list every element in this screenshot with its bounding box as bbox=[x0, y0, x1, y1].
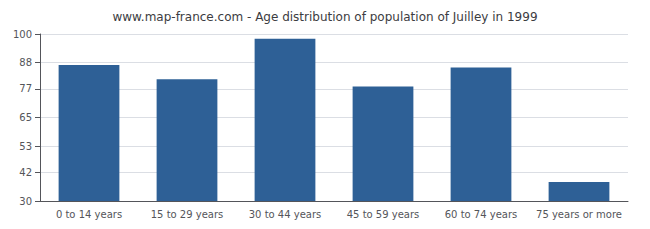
svg-text:88: 88 bbox=[19, 57, 32, 68]
svg-text:0 to 14 years: 0 to 14 years bbox=[56, 209, 122, 220]
svg-text:100: 100 bbox=[13, 29, 32, 40]
svg-text:30 to 44 years: 30 to 44 years bbox=[249, 209, 322, 220]
svg-text:www.map-france.com - Age distr: www.map-france.com - Age distribution of… bbox=[112, 10, 537, 24]
svg-text:15 to 29 years: 15 to 29 years bbox=[151, 209, 224, 220]
svg-text:53: 53 bbox=[19, 141, 32, 152]
svg-text:60 to 74 years: 60 to 74 years bbox=[445, 209, 518, 220]
svg-text:30: 30 bbox=[19, 196, 32, 207]
svg-text:77: 77 bbox=[19, 83, 32, 94]
svg-text:42: 42 bbox=[19, 167, 32, 178]
svg-text:65: 65 bbox=[19, 112, 32, 123]
svg-text:75 years or more: 75 years or more bbox=[536, 209, 622, 220]
svg-text:45 to 59 years: 45 to 59 years bbox=[347, 209, 420, 220]
